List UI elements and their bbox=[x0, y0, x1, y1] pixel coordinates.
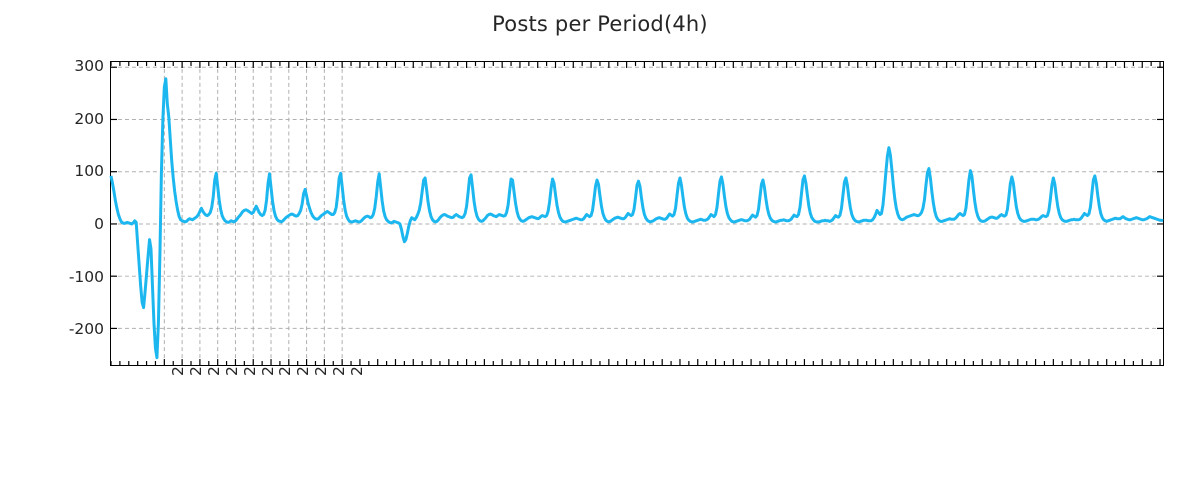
y-tick-label: 300 bbox=[74, 57, 104, 76]
data-series-line bbox=[111, 79, 1163, 358]
y-tick-label: 100 bbox=[74, 162, 104, 181]
y-tick-label: 0 bbox=[94, 215, 104, 234]
plot-canvas bbox=[111, 62, 1163, 365]
chart-title: Posts per Period(4h) bbox=[492, 12, 708, 36]
y-tick-label: -100 bbox=[68, 267, 104, 286]
axis-tick-marks bbox=[110, 62, 1163, 365]
y-tick-label: 200 bbox=[74, 109, 104, 128]
grid-lines bbox=[111, 62, 1163, 365]
y-tick-label: -200 bbox=[68, 320, 104, 339]
plot-area bbox=[110, 61, 1164, 366]
